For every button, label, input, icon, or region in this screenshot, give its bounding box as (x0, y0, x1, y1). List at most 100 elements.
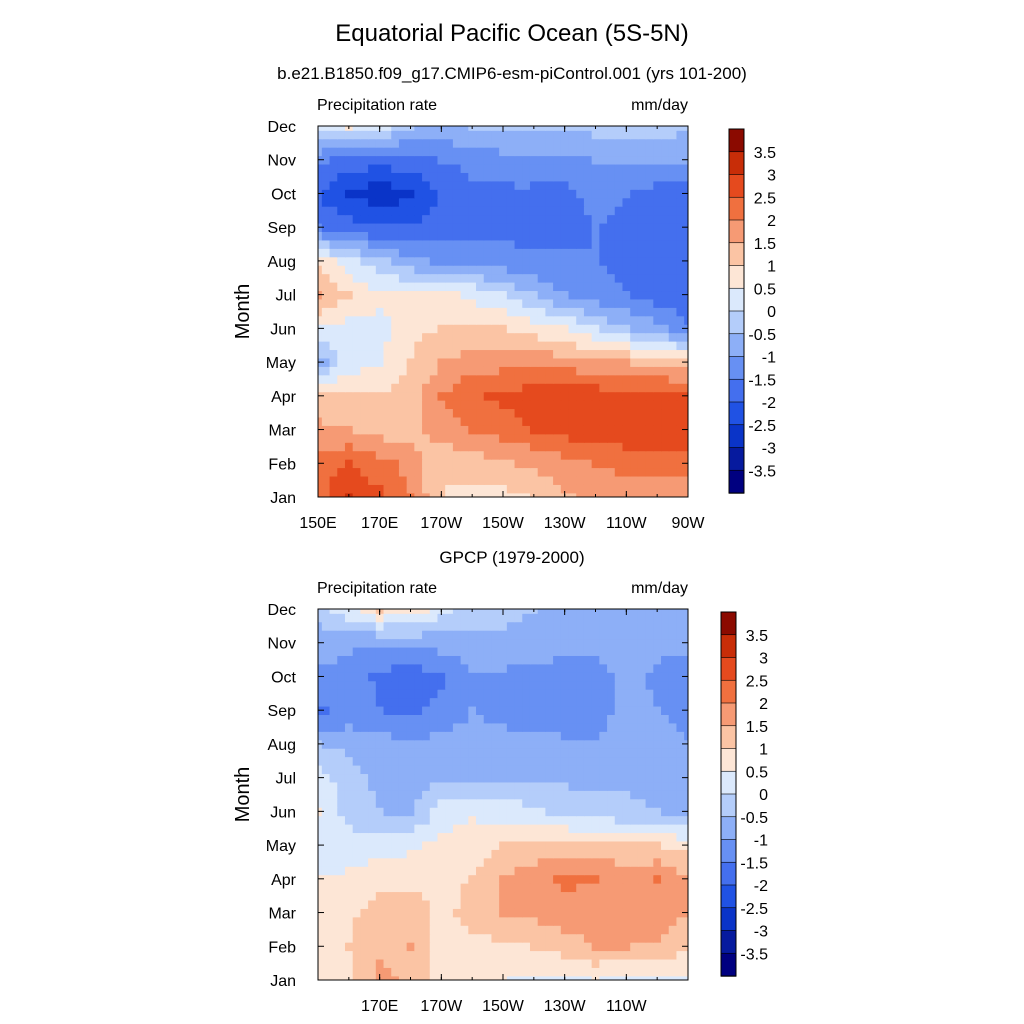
heatmap-cell (684, 756, 688, 766)
heatmap-cell (321, 467, 331, 477)
heatmap-cell (630, 383, 639, 393)
heatmap-cell (368, 756, 377, 766)
heatmap-cell (375, 638, 385, 648)
heatmap-cell (599, 849, 608, 859)
heatmap-cell (522, 475, 531, 485)
heatmap-cell (337, 155, 346, 165)
heatmap-cell (422, 189, 431, 199)
heatmap-cell (529, 942, 539, 952)
heatmap-cell (576, 248, 585, 258)
heatmap-cell (391, 484, 400, 494)
heatmap-cell (506, 231, 516, 241)
heatmap-cell (406, 815, 415, 825)
heatmap-cell (491, 442, 500, 452)
heatmap-cell (398, 433, 408, 443)
heatmap-cell (607, 697, 616, 707)
heatmap-cell (637, 866, 647, 876)
heatmap-cell (537, 475, 546, 485)
heatmap-cell (684, 655, 688, 665)
heatmap-cell (583, 442, 593, 452)
heatmap-cell (429, 442, 439, 452)
colorbar-tick-label: -2.5 (748, 418, 776, 435)
heatmap-cell (560, 815, 570, 825)
heatmap-cell (630, 883, 639, 893)
heatmap-cell (337, 231, 346, 241)
heatmap-cell (668, 239, 678, 249)
heatmap-cell (614, 315, 624, 325)
heatmap-cell (476, 764, 485, 775)
heatmap-cell (637, 307, 647, 317)
heatmap-cell (645, 290, 654, 300)
heatmap-cell (622, 722, 631, 732)
heatmap-cell (630, 908, 639, 918)
heatmap-cell (406, 433, 415, 443)
heatmap-cell (391, 680, 400, 690)
heatmap-cell (483, 807, 493, 817)
heatmap-cell (318, 126, 323, 131)
heatmap-cell (429, 180, 439, 190)
y-tick-label: Sep (268, 220, 297, 237)
heatmap-cell (429, 290, 439, 300)
heatmap-cell (514, 899, 523, 909)
heatmap-cell (375, 958, 385, 968)
heatmap-cell (437, 621, 446, 631)
heatmap-cell (383, 475, 392, 485)
heatmap-cell (445, 840, 454, 850)
heatmap-cell (545, 958, 554, 968)
heatmap-cell (553, 475, 562, 485)
heatmap-cell (568, 425, 577, 435)
heatmap-cell (344, 748, 354, 758)
heatmap-cell (375, 672, 385, 682)
heatmap-cell (391, 256, 400, 266)
heatmap-cell (329, 663, 338, 673)
heatmap-cell (483, 646, 493, 656)
heatmap-cell (645, 883, 654, 893)
heatmap-cell (607, 155, 616, 165)
heatmap-cell (614, 756, 624, 766)
heatmap-cell (653, 613, 662, 623)
heatmap-cell (468, 197, 477, 207)
heatmap-cell (529, 383, 539, 393)
heatmap-cell (568, 273, 577, 283)
heatmap-cell (668, 163, 678, 173)
heatmap-cell (576, 613, 585, 623)
heatmap-cell (676, 908, 685, 918)
heatmap-cell (645, 950, 654, 960)
heatmap-cell (545, 383, 554, 393)
heatmap-cell (607, 416, 616, 426)
heatmap-cell (583, 739, 593, 749)
heatmap-cell (583, 357, 593, 367)
heatmap-cell (398, 450, 408, 460)
heatmap-cell (661, 866, 670, 876)
heatmap-cell (522, 908, 531, 918)
heatmap-cell (637, 950, 647, 960)
heatmap-cell (476, 475, 485, 485)
heatmap-cell (630, 925, 639, 935)
heatmap-cell (368, 374, 377, 384)
heatmap-cell (337, 950, 346, 960)
heatmap-cell (622, 442, 631, 452)
heatmap-cell (545, 663, 554, 673)
heatmap-cell (422, 248, 431, 258)
heatmap-cell (468, 290, 477, 300)
heatmap-cell (452, 916, 462, 926)
heatmap-cell (537, 655, 546, 665)
heatmap-cell (406, 273, 415, 283)
heatmap-cell (645, 206, 654, 216)
heatmap-cell (352, 492, 361, 497)
heatmap-cell (398, 933, 408, 943)
heatmap-cell (483, 492, 493, 497)
heatmap-cell (422, 908, 431, 918)
heatmap-cell (553, 798, 562, 808)
heatmap-cell (318, 630, 323, 640)
heatmap-cell (645, 891, 654, 901)
heatmap-cell (614, 467, 624, 477)
heatmap-cell (375, 950, 385, 960)
heatmap-cell (368, 433, 377, 443)
heatmap-cell (637, 290, 647, 300)
heatmap-cell (468, 756, 477, 766)
heatmap-cell (583, 492, 593, 497)
heatmap-cell (514, 773, 523, 783)
heatmap-cell (599, 425, 608, 435)
heatmap-cell (360, 975, 369, 980)
